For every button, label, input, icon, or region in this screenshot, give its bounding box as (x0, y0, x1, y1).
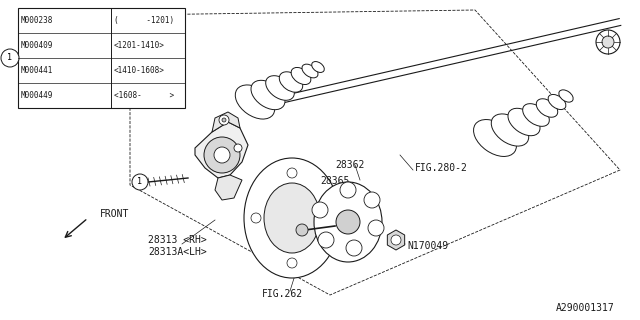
Text: M000409: M000409 (21, 41, 53, 50)
Circle shape (287, 168, 297, 178)
Text: (      -1201): ( -1201) (114, 16, 174, 25)
Circle shape (204, 137, 240, 173)
Circle shape (391, 235, 401, 245)
Ellipse shape (236, 85, 275, 119)
Circle shape (346, 240, 362, 256)
Text: FIG.280-2: FIG.280-2 (415, 163, 468, 173)
Ellipse shape (279, 72, 303, 92)
Circle shape (596, 30, 620, 54)
Circle shape (318, 232, 334, 248)
Ellipse shape (474, 120, 516, 156)
Circle shape (222, 118, 226, 122)
Circle shape (312, 202, 328, 218)
Ellipse shape (266, 76, 294, 100)
Text: A290001317: A290001317 (556, 303, 615, 313)
Text: 28313A<LH>: 28313A<LH> (148, 247, 207, 257)
Ellipse shape (523, 104, 549, 126)
Text: FRONT: FRONT (100, 209, 129, 219)
Polygon shape (212, 112, 240, 132)
Ellipse shape (251, 80, 285, 110)
Text: <1608-      >: <1608- > (114, 91, 174, 100)
Circle shape (214, 147, 230, 163)
Text: 28313 <RH>: 28313 <RH> (148, 235, 207, 245)
Circle shape (219, 115, 229, 125)
Text: 1: 1 (8, 53, 13, 62)
Circle shape (1, 49, 19, 67)
Text: N170049: N170049 (407, 241, 448, 251)
Bar (18, 8, 185, 108)
Ellipse shape (291, 68, 311, 84)
Circle shape (251, 213, 261, 223)
Circle shape (336, 210, 360, 234)
Ellipse shape (312, 61, 324, 72)
Text: 1: 1 (138, 178, 143, 187)
Ellipse shape (302, 64, 318, 78)
Ellipse shape (548, 94, 566, 109)
Ellipse shape (536, 99, 557, 117)
Polygon shape (215, 175, 242, 200)
Circle shape (340, 182, 356, 198)
Ellipse shape (244, 158, 340, 278)
Text: M000441: M000441 (21, 66, 53, 75)
Text: 28362: 28362 (335, 160, 364, 170)
Circle shape (323, 213, 333, 223)
Text: <1410-1608>: <1410-1608> (114, 66, 165, 75)
Polygon shape (387, 230, 404, 250)
Text: M000449: M000449 (21, 91, 53, 100)
Text: <1201-1410>: <1201-1410> (114, 41, 165, 50)
Ellipse shape (559, 90, 573, 102)
Polygon shape (195, 122, 248, 178)
Circle shape (602, 36, 614, 48)
Ellipse shape (314, 182, 382, 262)
Text: FIG.262: FIG.262 (262, 289, 303, 299)
Circle shape (364, 192, 380, 208)
Circle shape (296, 224, 308, 236)
Text: M000238: M000238 (21, 16, 53, 25)
Circle shape (368, 220, 384, 236)
Ellipse shape (492, 114, 529, 146)
Ellipse shape (264, 183, 320, 253)
Circle shape (132, 174, 148, 190)
Ellipse shape (508, 108, 540, 136)
Text: 28365: 28365 (320, 176, 349, 186)
Circle shape (287, 258, 297, 268)
Circle shape (234, 144, 242, 152)
